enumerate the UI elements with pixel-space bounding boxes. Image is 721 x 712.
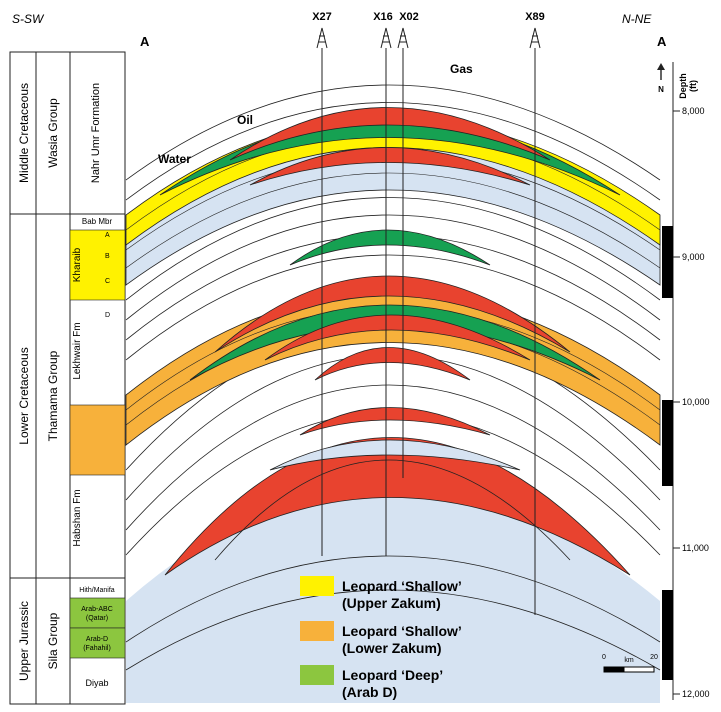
depth-axis: Depth (ft) 8,000 9,000 10,000 11,000 12,… (662, 62, 710, 700)
well-x89-label: X89 (525, 11, 545, 23)
north-label: N (658, 85, 664, 94)
scale-end: 20 (650, 654, 658, 661)
period-middle-cretaceous: Middle Cretaceous (17, 83, 31, 183)
period-upper-jurassic: Upper Jurassic (17, 601, 31, 681)
left-direction-label: S-SW (12, 12, 45, 26)
legend-item-1-line2: (Upper Zakum) (342, 595, 441, 611)
well-x27-label: X27 (312, 11, 332, 23)
formation-diyab: Diyab (85, 678, 108, 688)
well-labels: X27 X16 X02 X89 (312, 11, 545, 49)
group-sila: Sila Group (46, 612, 60, 669)
legend-swatch-lower-zakum (300, 621, 334, 641)
formation-arab-d: Arab-D (86, 636, 108, 643)
group-thamama: Thamama Group (46, 350, 60, 441)
right-direction-label: N-NE (622, 12, 652, 26)
depth-tick-9000: 9,000 (682, 252, 705, 262)
group-wasia: Wasia Group (46, 98, 60, 168)
kharaib-unit-b: B (105, 253, 110, 260)
formation-nahr-umr: Nahr Umr Formation (90, 83, 102, 183)
kharaib-unit-a: A (105, 232, 110, 239)
gas-label: Gas (450, 62, 473, 76)
legend-swatch-arab-d (300, 665, 334, 685)
formation-arab-d-qualifier: (Fahahil) (83, 645, 111, 652)
scale-bar: 0 km 20 (602, 654, 658, 673)
formation-arab-abc-qualifier: (Qatar) (86, 615, 108, 622)
legend-item-2-line1: Leopard ‘Shallow’ (342, 623, 462, 639)
legend-item-3-line1: Leopard ‘Deep’ (342, 667, 443, 683)
formation-kharaib: Kharaib (72, 247, 83, 282)
derrick-icon (316, 27, 541, 49)
lekhwair-unit-d: D (105, 312, 110, 319)
legend-item-2-line2: (Lower Zakum) (342, 640, 442, 656)
depth-tick-8000: 8,000 (682, 106, 705, 116)
period-lower-cretaceous: Lower Cretaceous (17, 347, 31, 444)
depth-axis-unit: (ft) (688, 80, 698, 92)
well-x16-label: X16 (373, 11, 393, 23)
depth-tick-12000: 12,000 (682, 689, 710, 699)
well-x02-label: X02 (399, 11, 419, 23)
depth-axis-title: Depth (678, 73, 688, 99)
anticline-section (125, 48, 661, 703)
right-end-label: A (657, 34, 667, 49)
scale-start: 0 (602, 654, 606, 661)
depth-tick-10000: 10,000 (682, 397, 710, 407)
stratigraphic-column: Middle Cretaceous Lower Cretaceous Upper… (9, 51, 126, 705)
scale-unit: km (624, 657, 634, 664)
formation-hith: Hith/Manifa (79, 587, 115, 594)
formation-arab-abc: Arab-ABC (81, 606, 113, 613)
depth-tick-11000: 11,000 (682, 543, 709, 553)
left-end-label: A (140, 34, 150, 49)
water-label: Water (158, 152, 191, 166)
kharaib-unit-c: C (105, 278, 110, 285)
legend-swatch-upper-zakum (300, 576, 334, 596)
legend-item-3-line2: (Arab D) (342, 684, 397, 700)
formation-lekhwair: Lekhwair Fm (72, 322, 83, 379)
legend: Leopard ‘Shallow’ (Upper Zakum) Leopard … (300, 576, 462, 700)
formation-habshan: Habshan Fm (72, 489, 83, 546)
lower-water-zone (126, 487, 660, 703)
north-arrow: N (657, 63, 665, 94)
formation-bab: Bab Mbr (82, 217, 113, 226)
legend-item-1-line1: Leopard ‘Shallow’ (342, 578, 462, 594)
oil-label: Oil (237, 113, 253, 127)
